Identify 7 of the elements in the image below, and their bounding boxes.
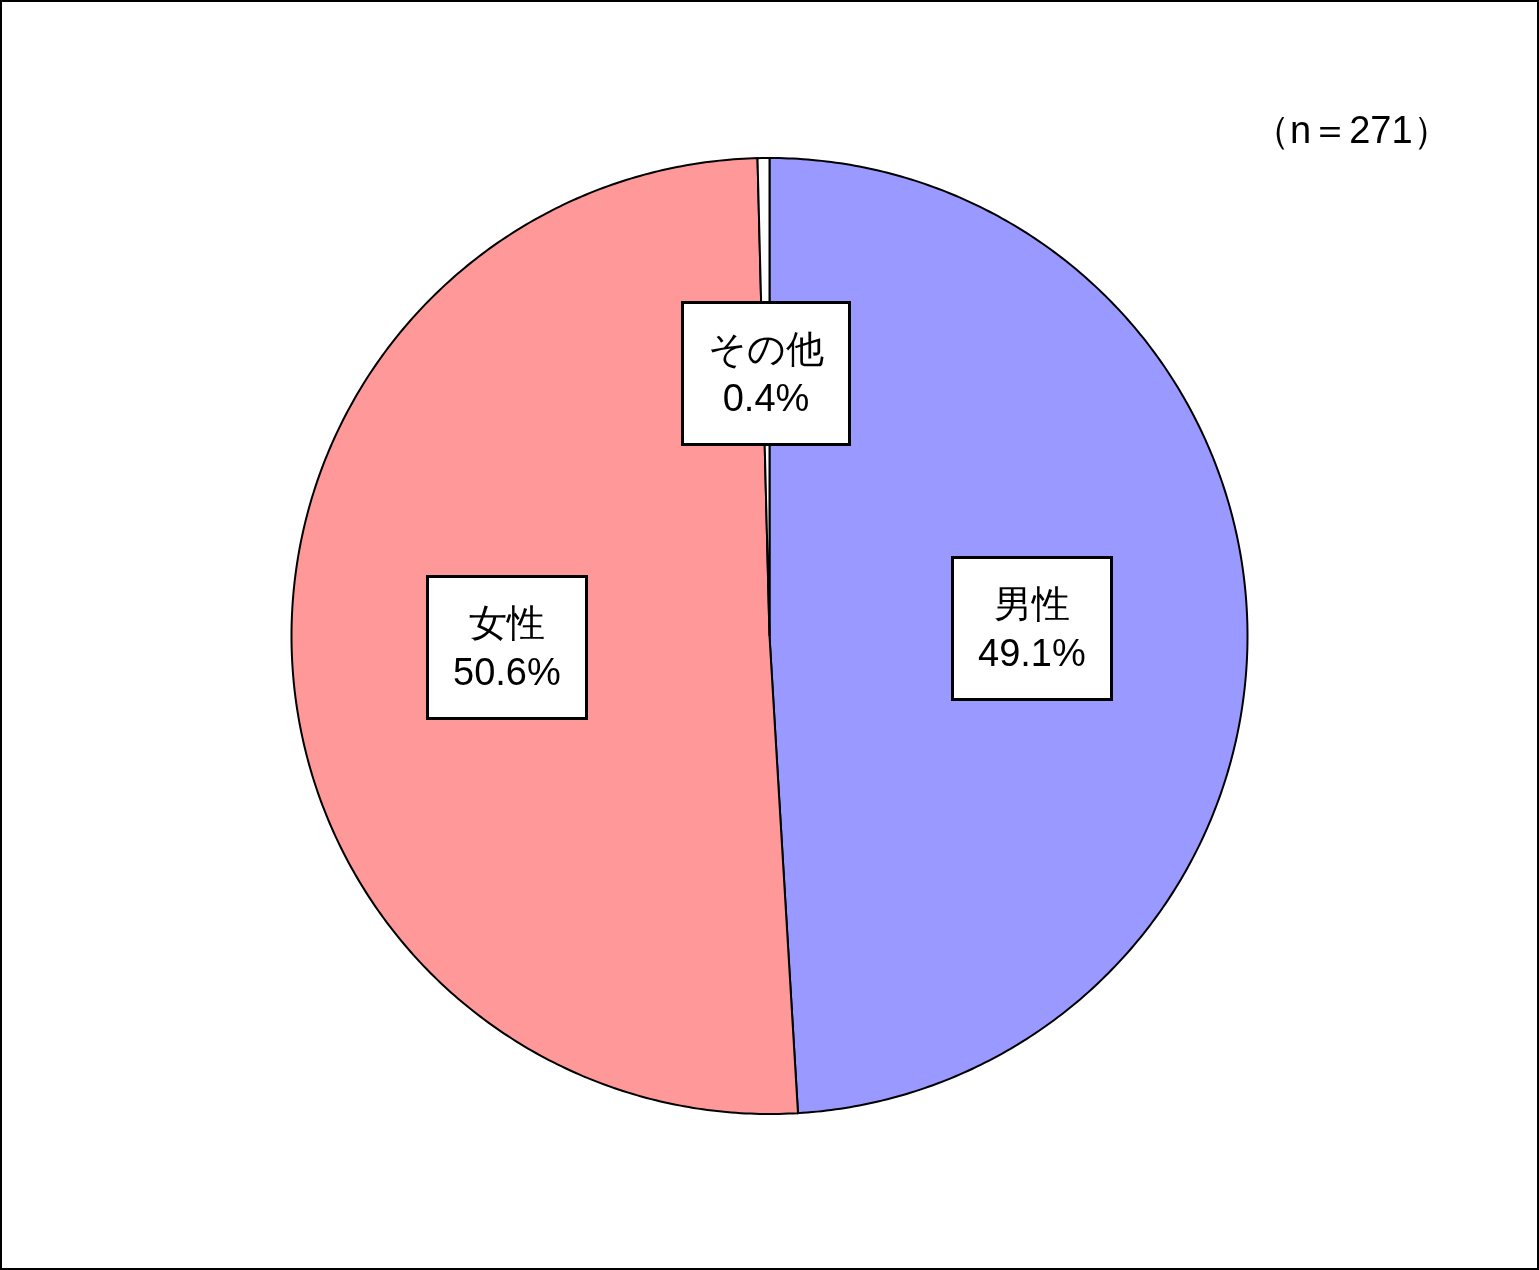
data-label: 0.4% xyxy=(722,377,810,420)
data-label: 50.6% xyxy=(453,651,561,694)
slice-label: その他 xyxy=(708,328,824,370)
text: （n＝271） xyxy=(1252,109,1451,151)
data-label: 49.1% xyxy=(978,632,1086,675)
slice-label: 男性 xyxy=(993,583,1070,625)
slice-label: 女性 xyxy=(468,602,545,644)
